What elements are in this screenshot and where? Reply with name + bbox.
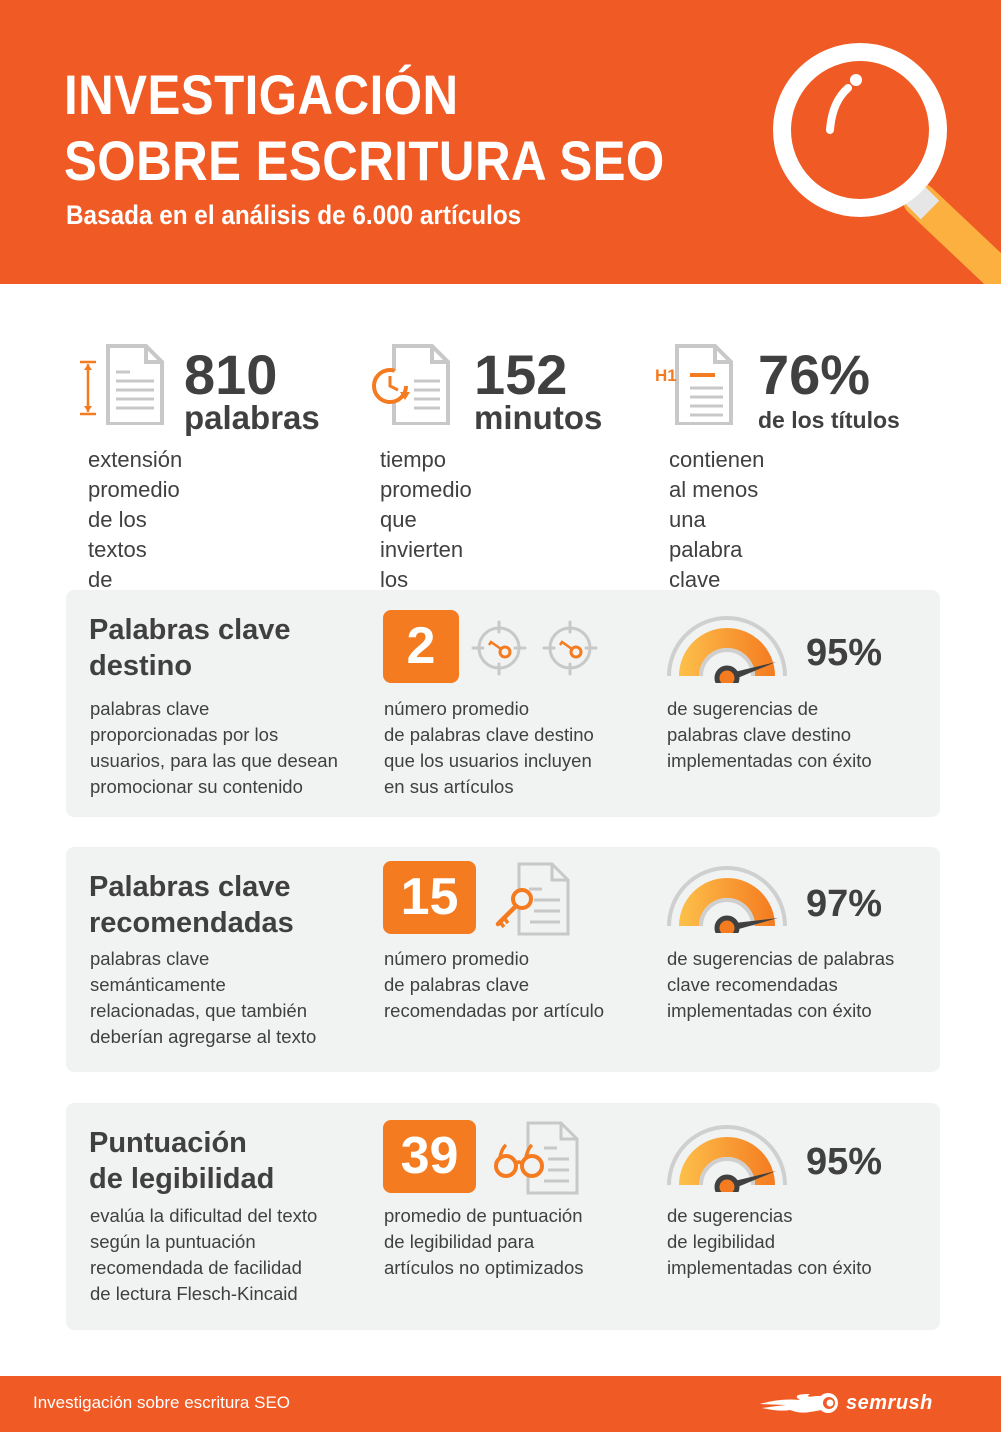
stat-description: contienen al menos una palabra clave — [669, 447, 765, 592]
svg-text:H1: H1 — [655, 366, 677, 385]
card-target-keywords: Palabras clave destino palabras clave pr… — [66, 590, 940, 817]
target-key-icon — [542, 620, 598, 676]
stat-value: 152 — [474, 343, 568, 406]
header-banner: INVESTIGACIÓN SOBRE ESCRITURA SEO Basada… — [0, 0, 1001, 284]
number-badge: 2 — [383, 610, 459, 683]
stat-unit: minutos — [474, 399, 603, 436]
semrush-logo: semrush — [760, 1390, 933, 1416]
stat-value: 76% — [758, 343, 871, 406]
gauge-icon — [667, 866, 787, 933]
number-description: promedio de puntuación de legibilidad pa… — [384, 1205, 584, 1278]
card-title: Palabras clave recomendadas — [89, 871, 294, 939]
glasses-document-icon — [494, 1121, 579, 1195]
brand-name: semrush — [846, 1391, 933, 1414]
document-clock-icon — [372, 344, 450, 425]
gauge-icon — [667, 616, 787, 683]
key-document-icon — [495, 862, 570, 936]
card-description: palabras clave semánticamente relacionad… — [90, 948, 317, 1047]
semrush-fireball-icon — [760, 1393, 838, 1413]
number-description: número promedio de palabras clave destin… — [384, 698, 594, 797]
card-description: evalúa la dificultad del texto según la … — [90, 1205, 318, 1304]
percent-value: 95% — [806, 1141, 883, 1183]
title-line-1: INVESTIGACIÓN — [64, 63, 459, 126]
card-recommended-keywords: Palabras clave recomendadas palabras cla… — [66, 847, 940, 1072]
document-length-icon — [80, 344, 164, 425]
footer-bar: Investigación sobre escritura SEO semrus… — [0, 1376, 1001, 1432]
percent-description: de sugerencias de palabras clave destino… — [667, 698, 872, 771]
title-line-2: SOBRE ESCRITURA SEO — [64, 129, 665, 192]
card-title: Palabras clave destino — [89, 614, 291, 682]
percent-value: 95% — [806, 632, 883, 674]
target-key-icon — [471, 620, 527, 676]
stat-unit: palabras — [184, 399, 320, 436]
footer-text: Investigación sobre escritura SEO — [33, 1393, 291, 1412]
card-title: Puntuación de legibilidad — [89, 1127, 275, 1195]
magnifier-icon — [773, 43, 1001, 284]
card-description: palabras clave proporcionadas por los us… — [90, 698, 338, 797]
number-badge: 15 — [383, 861, 476, 934]
percent-description: de sugerencias de legibilidad implementa… — [667, 1205, 872, 1278]
document-h1-icon: H1 — [655, 344, 733, 425]
percent-value: 97% — [806, 883, 883, 925]
percent-description: de sugerencias de palabras clave recomen… — [667, 948, 895, 1021]
card-readability-score: Puntuación de legibilidad evalúa la difi… — [66, 1103, 940, 1330]
page-subtitle: Basada en el análisis de 6.000 artículos — [66, 200, 522, 230]
stat-unit: de los títulos — [758, 407, 900, 433]
stat-value: 810 — [184, 343, 278, 406]
number-description: número promedio de palabras clave recome… — [384, 948, 605, 1021]
page-title: INVESTIGACIÓN SOBRE ESCRITURA SEO — [64, 62, 665, 194]
gauge-icon — [667, 1125, 787, 1192]
number-badge: 39 — [383, 1120, 476, 1193]
